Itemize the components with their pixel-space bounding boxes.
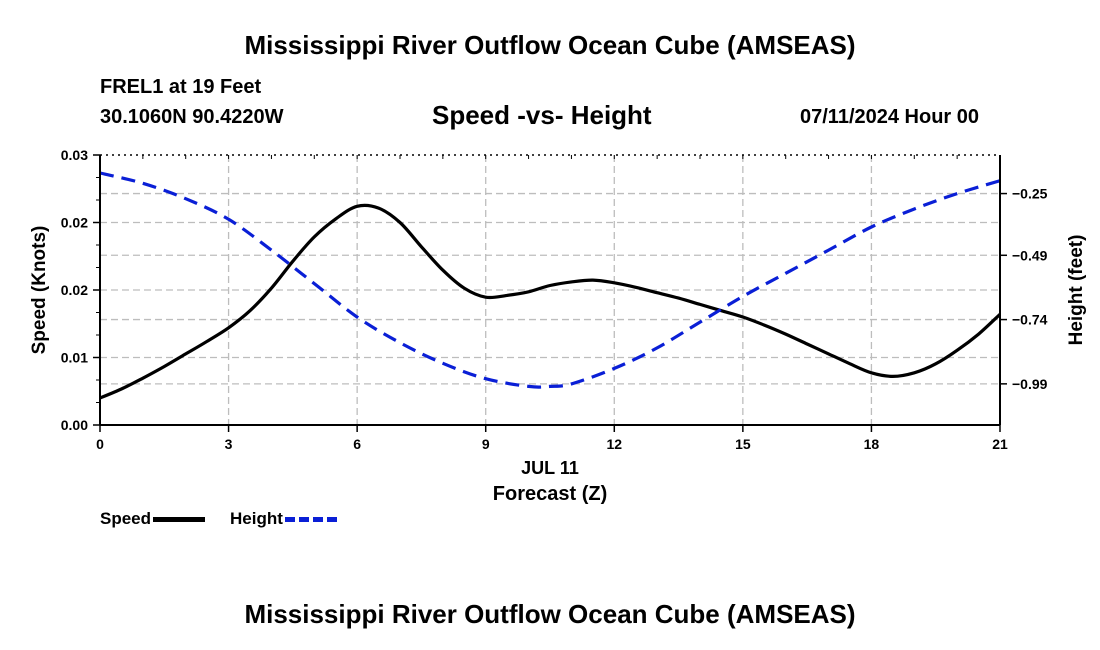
y-right-tick-label: −0.49 <box>1012 247 1048 263</box>
legend-item-speed: Speed <box>100 509 206 529</box>
y-right-tick-label: −0.25 <box>1012 186 1048 202</box>
footer-title: Mississippi River Outflow Ocean Cube (AM… <box>244 599 856 629</box>
labels-layer: 0 3 6 9 12 15 18 21 0.00 0.01 0.02 0.02 0.03 −0.99 −0.… <box>29 147 1087 452</box>
y-left-tick-label: 0.01 <box>61 350 88 366</box>
x-tick-label: 15 <box>735 436 751 452</box>
axes-layer <box>93 154 1007 432</box>
y-right-axis-title: Height (feet) <box>1066 235 1087 346</box>
legend-speed-swatch <box>153 516 206 522</box>
x-tick-label: 12 <box>606 436 622 452</box>
series-line-speed <box>99 203 1002 400</box>
y-left-tick-label: 0.02 <box>61 215 88 231</box>
y-left-axis-title: Speed (Knots) <box>29 226 50 355</box>
x-tick-label: 0 <box>96 436 104 452</box>
series-layer <box>99 171 1002 400</box>
y-left-tick-label: 0.00 <box>61 417 88 433</box>
station-label: FREL1 at 19 Feet <box>100 76 262 98</box>
x-tick-label: 3 <box>225 436 233 452</box>
page-title: Mississippi River Outflow Ocean Cube (AM… <box>244 30 856 60</box>
x-axis-title: Forecast (Z) <box>492 483 608 505</box>
legend-item-height: Height <box>230 509 337 529</box>
legend-height-label: Height <box>230 509 283 528</box>
y-right-tick-label: −0.74 <box>1012 312 1048 328</box>
station-coordinates: 30.1060N 90.4220W <box>100 106 284 128</box>
legend-height-swatch <box>284 516 337 522</box>
series-line-height <box>99 171 1001 389</box>
y-right-tick-label: −0.99 <box>1012 376 1048 392</box>
legend-speed-label: Speed <box>100 509 152 528</box>
y-left-tick-label: 0.03 <box>61 147 88 163</box>
grid-layer <box>100 155 1000 425</box>
x-tick-label: 9 <box>482 436 490 452</box>
x-tick-label: 21 <box>992 436 1008 452</box>
x-tick-label: 18 <box>864 436 880 452</box>
x-axis-date-label: JUL 11 <box>521 458 579 478</box>
chart-subtitle: Speed -vs- Height <box>432 100 652 130</box>
y-left-tick-label: 0.02 <box>61 282 88 298</box>
x-tick-label: 6 <box>353 436 361 452</box>
forecast-datetime: 07/11/2024 Hour 00 <box>800 106 980 128</box>
